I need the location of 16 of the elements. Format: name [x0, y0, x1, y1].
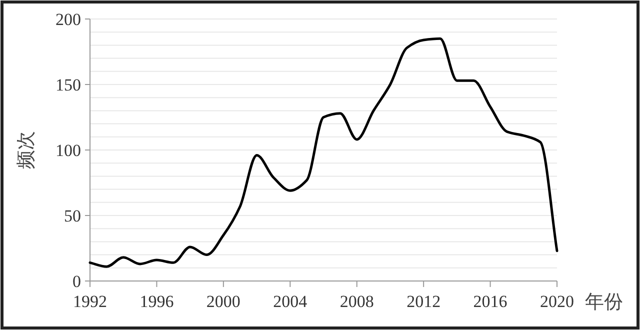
y-tick-label: 200	[56, 10, 81, 29]
x-tick-label: 2004	[273, 292, 308, 311]
y-tick-label: 0	[72, 272, 81, 291]
x-axis-title: 年份	[585, 292, 623, 313]
y-tick-label: 50	[64, 206, 81, 226]
x-tick-label: 2000	[206, 292, 240, 311]
x-tick-label: 1992	[73, 292, 107, 311]
y-tick-label: 150	[56, 76, 81, 94]
y-tick-label: 100	[56, 141, 81, 160]
x-tick-label: 2016	[473, 292, 508, 311]
x-tick-label: 2020	[540, 292, 574, 311]
y-axis-title: 频次	[16, 131, 37, 169]
line-series	[88, 37, 558, 268]
x-tick-label: 2012	[406, 292, 441, 311]
x-tick-label: 2008	[340, 292, 374, 311]
x-tick-label: 1996	[140, 292, 174, 311]
